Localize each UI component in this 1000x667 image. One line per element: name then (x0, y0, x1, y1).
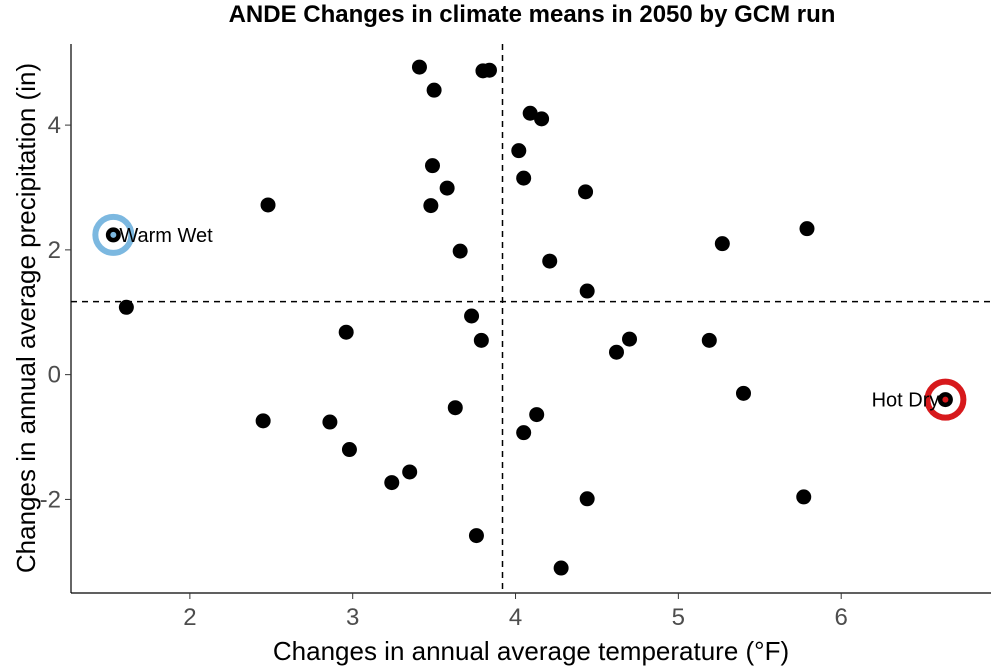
x-tick-label: 5 (672, 604, 685, 631)
highlight-point-center (942, 396, 949, 403)
data-point (255, 413, 271, 429)
data-point (714, 236, 730, 252)
data-point (260, 197, 276, 213)
y-tick-label: 2 (48, 237, 61, 264)
data-point (424, 158, 440, 174)
data-points (118, 59, 815, 576)
data-point (426, 82, 442, 98)
data-point (481, 62, 497, 78)
x-axis-label: Changes in annual average temperature (°… (273, 636, 789, 666)
data-point (542, 253, 558, 269)
data-point (468, 528, 484, 544)
data-point (411, 59, 427, 75)
data-point (402, 464, 418, 480)
data-point (534, 111, 550, 127)
x-tick-label: 6 (835, 604, 848, 631)
data-point (338, 324, 354, 340)
data-point (578, 184, 594, 200)
y-tick-label: -2 (40, 486, 61, 513)
highlight-point-center (110, 231, 117, 238)
data-point (608, 344, 624, 360)
data-point (516, 170, 532, 186)
plot-area: 2 3 4 5 6 -2 0 2 4 Warm Wet Hot Dry (40, 44, 991, 631)
highlight-label: Warm Wet (119, 225, 213, 247)
data-point (622, 331, 638, 347)
data-point (735, 385, 751, 401)
data-point (701, 332, 717, 348)
y-tick-label: 4 (48, 112, 61, 139)
y-axis-ticks: -2 0 2 4 (40, 112, 71, 513)
data-point (522, 105, 538, 121)
x-tick-label: 2 (183, 604, 196, 631)
data-point (439, 180, 455, 196)
data-point (579, 283, 595, 299)
data-point (452, 243, 468, 259)
chart-title: ANDE Changes in climate means in 2050 by… (229, 1, 836, 28)
x-axis-ticks: 2 3 4 5 6 (183, 593, 848, 631)
x-tick-label: 4 (509, 604, 522, 631)
data-point (384, 475, 400, 491)
data-point (511, 143, 527, 159)
highlighted-points: Warm Wet Hot Dry (92, 213, 967, 421)
data-point (423, 198, 439, 214)
data-point (118, 299, 134, 315)
data-point (341, 442, 357, 458)
highlight-ring (924, 378, 967, 421)
y-tick-label: 0 (48, 362, 61, 389)
highlight-ring (92, 213, 135, 256)
data-point (796, 489, 812, 505)
data-point (322, 414, 338, 430)
highlight-label: Hot Dry (872, 390, 940, 412)
data-point (799, 221, 815, 237)
data-point (553, 560, 569, 576)
data-point (579, 491, 595, 507)
reference-lines (71, 44, 991, 593)
data-point (464, 308, 480, 324)
y-axis-label: Changes in annual average precipitation … (11, 63, 41, 573)
data-point (447, 400, 463, 416)
data-point (473, 332, 489, 348)
x-tick-label: 3 (346, 604, 359, 631)
data-point (516, 425, 532, 441)
data-point (529, 407, 545, 423)
